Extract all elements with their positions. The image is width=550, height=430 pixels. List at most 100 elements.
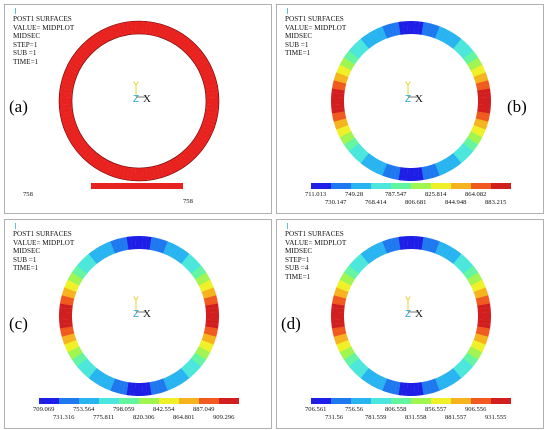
ring-segment — [166, 242, 176, 257]
ring-segment — [106, 26, 116, 40]
ring-segment — [468, 131, 483, 142]
legend-swatch — [331, 398, 351, 404]
ring-segment — [382, 163, 391, 178]
ring-segment — [205, 323, 219, 329]
ring-segment — [458, 145, 471, 158]
ring-segment — [331, 107, 345, 114]
ring-segment — [172, 246, 183, 260]
ring-segment — [474, 333, 489, 341]
ring-segment — [95, 31, 106, 45]
ring-segment — [82, 256, 95, 269]
ring-segment — [59, 104, 73, 110]
ring-segment — [360, 152, 372, 166]
ring-segment — [102, 160, 112, 175]
ring-segment — [110, 163, 119, 178]
ring-segment — [59, 96, 73, 101]
ring-segment — [59, 307, 73, 313]
ring-segment — [85, 150, 97, 164]
color-legend — [91, 183, 183, 189]
ring-segment — [82, 148, 95, 161]
ring-segment — [183, 148, 196, 161]
ring-segment — [200, 340, 214, 349]
legend-swatch — [79, 398, 99, 404]
ring-segment — [152, 22, 160, 37]
ring-segment — [64, 68, 78, 77]
ring-segment — [71, 137, 85, 149]
ring-segment — [198, 343, 213, 353]
ring-segment — [475, 80, 490, 88]
ring-segment — [99, 244, 109, 258]
ring-segment — [195, 134, 209, 145]
ring-segment — [477, 104, 491, 110]
ring-segment — [331, 104, 345, 110]
ring-segment — [431, 239, 440, 254]
ring-segment — [74, 140, 87, 152]
ring-segment — [76, 143, 90, 155]
ring-segment — [465, 352, 479, 364]
ring-segment — [441, 159, 451, 173]
ring-segment — [428, 379, 436, 394]
header-line: POST1 SURFACES — [13, 15, 72, 23]
ring-segment — [61, 333, 76, 341]
header-line: TIME=1 — [285, 49, 311, 58]
ring-segment — [354, 363, 367, 376]
ring-segment — [460, 47, 474, 59]
ring-segment — [98, 158, 109, 173]
ring-contour-plot: YZ X — [331, 236, 491, 396]
ring-segment — [175, 33, 187, 47]
ring-segment — [465, 137, 479, 149]
ring-segment — [474, 118, 489, 126]
ring-segment — [444, 246, 455, 260]
ring-segment — [378, 241, 388, 255]
ring-segment — [390, 22, 398, 37]
ring-segment — [166, 375, 176, 390]
ring-segment — [169, 244, 180, 259]
panel-header: POST1 SURFACES VALUE= MIDPLOT MIDSEC SUB… — [13, 230, 74, 273]
ring-segment — [156, 379, 164, 394]
ring-segment — [202, 76, 217, 84]
ring-segment — [341, 57, 355, 68]
header-line: STEP=1 — [285, 255, 310, 264]
ring-segment — [477, 316, 491, 321]
ring-segment — [156, 238, 164, 253]
ring-segment — [191, 265, 204, 277]
ring-segment — [331, 88, 345, 94]
ring-segment — [331, 303, 345, 309]
legend-value-bottom: 864.801 — [173, 414, 195, 421]
ring-segment — [470, 128, 485, 138]
ring-segment — [71, 53, 85, 65]
ring-segment — [331, 84, 346, 91]
ring-segment — [337, 343, 352, 353]
ring-segment — [450, 368, 462, 381]
panel-corner-marker — [15, 223, 16, 229]
ring-segment — [188, 143, 202, 155]
ring-segment — [421, 21, 428, 36]
ring-segment — [367, 246, 378, 260]
legend-value-bottom: 775.811 — [93, 414, 115, 421]
legend-value-top: 753.564 — [73, 406, 95, 413]
legend-value-top: 711.013 — [305, 191, 327, 198]
ring-segment — [333, 333, 348, 341]
ring-segment — [411, 21, 416, 35]
legend-swatch — [119, 398, 139, 404]
ring-segment — [390, 165, 398, 180]
ring-segment — [156, 23, 164, 38]
ring-segment — [336, 283, 350, 292]
ring-segment — [205, 316, 219, 321]
header-line: SUB =1 — [285, 40, 309, 49]
header-line: SUB =1 — [13, 49, 37, 58]
ring-segment — [114, 238, 122, 253]
header-line: POST1 SURFACES — [285, 230, 344, 238]
ring-segment — [406, 167, 411, 181]
panel-corner-marker — [15, 8, 16, 14]
ring-segment — [354, 41, 367, 54]
ring-segment — [331, 299, 346, 306]
ring-segment — [339, 60, 354, 71]
ring-segment — [410, 167, 416, 181]
ring-segment — [332, 114, 347, 122]
legend-value-bottom: 881.557 — [445, 414, 467, 421]
ring-segment — [472, 68, 486, 78]
legend-value-bottom: 831.558 — [405, 414, 427, 421]
ring-segment — [331, 96, 345, 101]
ring-segment — [394, 166, 401, 181]
